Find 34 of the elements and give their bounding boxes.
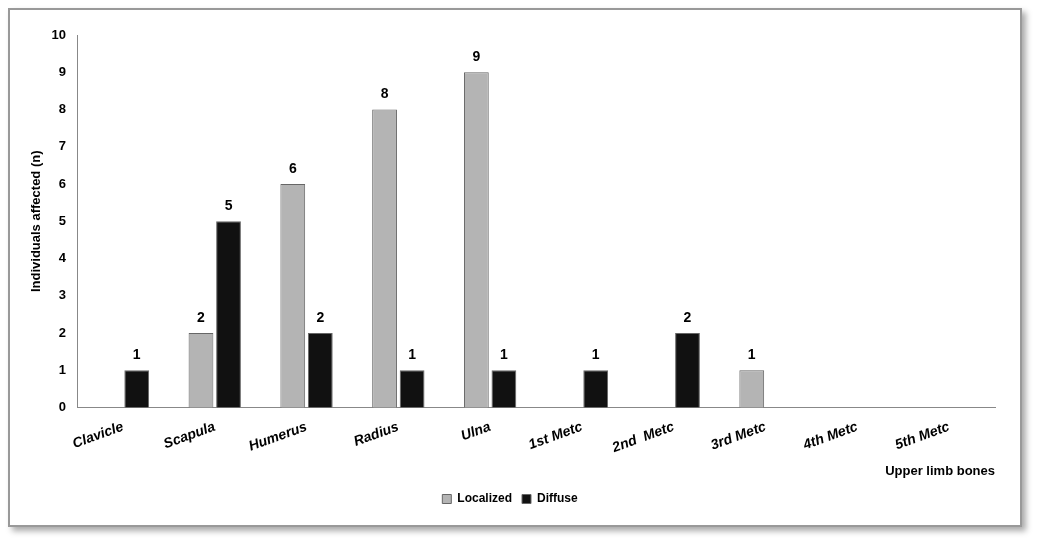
x-tick-label: 4th Metc: [799, 417, 860, 453]
x-axis-title: Upper limb bones: [885, 462, 995, 478]
data-label: 5: [224, 197, 233, 214]
x-tick-label: 2nd Metc: [608, 417, 677, 456]
y-tick-label: 2: [58, 324, 67, 340]
y-tick-label: 0: [58, 399, 67, 415]
data-label: 1: [132, 346, 141, 363]
x-tick-label: 5th Metc: [892, 417, 952, 453]
y-tick-label: 6: [58, 175, 67, 191]
legend-label: Localized: [457, 491, 513, 506]
y-tick-label: 5: [58, 212, 67, 228]
data-label: 2: [197, 308, 206, 325]
y-tick-label: 10: [51, 26, 67, 42]
data-label: 6: [288, 159, 297, 176]
data-label: 1: [591, 346, 600, 363]
y-tick-label: 3: [58, 287, 67, 303]
y-tick-label: 7: [58, 138, 67, 154]
data-label: 1: [747, 346, 756, 363]
y-tick-label: 1: [58, 361, 67, 377]
y-axis-title: Individuals affected (n): [28, 150, 44, 293]
data-label: 2: [683, 308, 692, 325]
x-tick-label: Ulna: [458, 417, 493, 444]
y-tick-label: 8: [58, 101, 67, 117]
y-tick-label: 9: [58, 63, 67, 79]
data-label: 1: [408, 346, 417, 363]
x-tick-label: 1st Metc: [526, 417, 585, 453]
data-label: 9: [472, 48, 481, 65]
y-tick-label: 4: [58, 250, 67, 266]
data-label: 2: [316, 308, 325, 325]
x-tick-label: Radius: [351, 417, 401, 449]
legend-label: Diffuse: [537, 491, 578, 506]
x-tick-label: 3rd Metc: [708, 417, 769, 453]
data-label: 8: [380, 85, 389, 102]
data-label: 1: [500, 346, 508, 363]
